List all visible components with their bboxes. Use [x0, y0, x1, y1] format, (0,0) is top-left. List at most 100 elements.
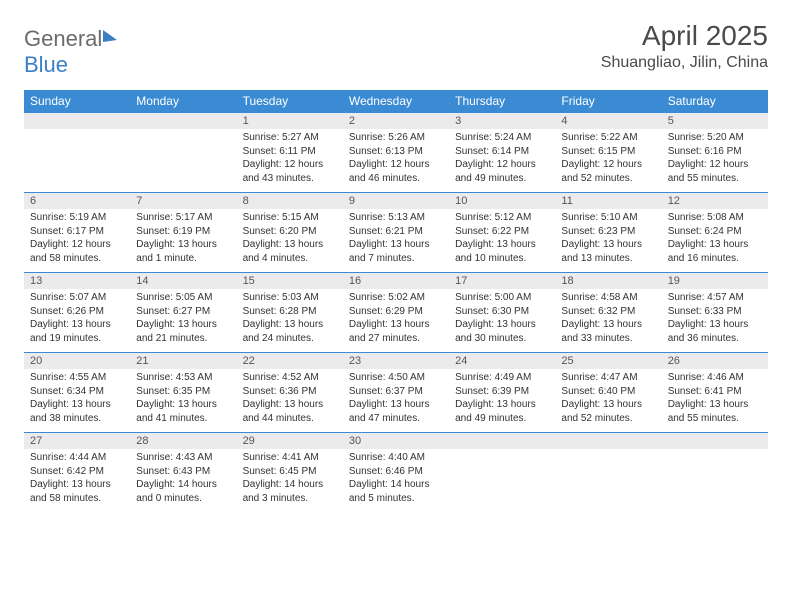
day-details: Sunrise: 5:10 AMSunset: 6:23 PMDaylight:…: [555, 209, 661, 269]
calendar-table: SundayMondayTuesdayWednesdayThursdayFrid…: [24, 90, 768, 512]
daylight-line: Daylight: 12 hours and 52 minutes.: [561, 158, 655, 185]
day-of-week-header: Tuesday: [237, 90, 343, 112]
day-number: 11: [555, 192, 661, 209]
sunrise-line: Sunrise: 4:46 AM: [668, 371, 762, 385]
daylight-line: Daylight: 12 hours and 46 minutes.: [349, 158, 443, 185]
sunrise-line: Sunrise: 5:02 AM: [349, 291, 443, 305]
calendar-cell: 16Sunrise: 5:02 AMSunset: 6:29 PMDayligh…: [343, 272, 449, 352]
calendar-cell: 1Sunrise: 5:27 AMSunset: 6:11 PMDaylight…: [237, 112, 343, 192]
calendar-cell: 3Sunrise: 5:24 AMSunset: 6:14 PMDaylight…: [449, 112, 555, 192]
daylight-line: Daylight: 12 hours and 43 minutes.: [243, 158, 337, 185]
sunrise-line: Sunrise: 5:24 AM: [455, 131, 549, 145]
day-number: 10: [449, 192, 555, 209]
calendar-row: 1Sunrise: 5:27 AMSunset: 6:11 PMDaylight…: [24, 112, 768, 192]
sunrise-line: Sunrise: 4:47 AM: [561, 371, 655, 385]
sunset-line: Sunset: 6:27 PM: [136, 305, 230, 319]
day-of-week-header: Friday: [555, 90, 661, 112]
empty-day-header: [662, 432, 768, 449]
day-details: Sunrise: 4:41 AMSunset: 6:45 PMDaylight:…: [237, 449, 343, 509]
sunset-line: Sunset: 6:34 PM: [30, 385, 124, 399]
sunset-line: Sunset: 6:40 PM: [561, 385, 655, 399]
calendar-cell: 21Sunrise: 4:53 AMSunset: 6:35 PMDayligh…: [130, 352, 236, 432]
daylight-line: Daylight: 13 hours and 52 minutes.: [561, 398, 655, 425]
calendar-cell: 30Sunrise: 4:40 AMSunset: 6:46 PMDayligh…: [343, 432, 449, 512]
sunset-line: Sunset: 6:13 PM: [349, 145, 443, 159]
day-number: 5: [662, 112, 768, 129]
day-of-week-header: Wednesday: [343, 90, 449, 112]
day-details: Sunrise: 4:58 AMSunset: 6:32 PMDaylight:…: [555, 289, 661, 349]
calendar-cell: 28Sunrise: 4:43 AMSunset: 6:43 PMDayligh…: [130, 432, 236, 512]
sunrise-line: Sunrise: 4:57 AM: [668, 291, 762, 305]
calendar-cell: 6Sunrise: 5:19 AMSunset: 6:17 PMDaylight…: [24, 192, 130, 272]
day-number: 28: [130, 432, 236, 449]
sunrise-line: Sunrise: 5:19 AM: [30, 211, 124, 225]
logo-text: General Blue: [24, 26, 117, 78]
calendar-cell: 20Sunrise: 4:55 AMSunset: 6:34 PMDayligh…: [24, 352, 130, 432]
day-details: Sunrise: 4:55 AMSunset: 6:34 PMDaylight:…: [24, 369, 130, 429]
sunrise-line: Sunrise: 5:07 AM: [30, 291, 124, 305]
day-details: Sunrise: 5:07 AMSunset: 6:26 PMDaylight:…: [24, 289, 130, 349]
calendar-cell: 11Sunrise: 5:10 AMSunset: 6:23 PMDayligh…: [555, 192, 661, 272]
day-of-week-header: Saturday: [662, 90, 768, 112]
day-details: Sunrise: 5:05 AMSunset: 6:27 PMDaylight:…: [130, 289, 236, 349]
day-of-week-header: Monday: [130, 90, 236, 112]
day-number: 16: [343, 272, 449, 289]
sunrise-line: Sunrise: 5:08 AM: [668, 211, 762, 225]
day-number: 14: [130, 272, 236, 289]
day-number: 8: [237, 192, 343, 209]
daylight-line: Daylight: 13 hours and 33 minutes.: [561, 318, 655, 345]
calendar-row: 20Sunrise: 4:55 AMSunset: 6:34 PMDayligh…: [24, 352, 768, 432]
daylight-line: Daylight: 12 hours and 58 minutes.: [30, 238, 124, 265]
sunrise-line: Sunrise: 5:26 AM: [349, 131, 443, 145]
daylight-line: Daylight: 13 hours and 44 minutes.: [243, 398, 337, 425]
empty-day-body: [555, 449, 661, 509]
sunset-line: Sunset: 6:33 PM: [668, 305, 762, 319]
sunset-line: Sunset: 6:28 PM: [243, 305, 337, 319]
day-details: Sunrise: 5:22 AMSunset: 6:15 PMDaylight:…: [555, 129, 661, 189]
calendar-body: 1Sunrise: 5:27 AMSunset: 6:11 PMDaylight…: [24, 112, 768, 512]
calendar-cell: [662, 432, 768, 512]
day-details: Sunrise: 4:52 AMSunset: 6:36 PMDaylight:…: [237, 369, 343, 429]
sunset-line: Sunset: 6:14 PM: [455, 145, 549, 159]
daylight-line: Daylight: 13 hours and 16 minutes.: [668, 238, 762, 265]
daylight-line: Daylight: 12 hours and 55 minutes.: [668, 158, 762, 185]
day-number: 9: [343, 192, 449, 209]
sunset-line: Sunset: 6:43 PM: [136, 465, 230, 479]
sunrise-line: Sunrise: 4:41 AM: [243, 451, 337, 465]
sunset-line: Sunset: 6:19 PM: [136, 225, 230, 239]
sunset-line: Sunset: 6:36 PM: [243, 385, 337, 399]
daylight-line: Daylight: 13 hours and 4 minutes.: [243, 238, 337, 265]
day-details: Sunrise: 4:57 AMSunset: 6:33 PMDaylight:…: [662, 289, 768, 349]
daylight-line: Daylight: 13 hours and 41 minutes.: [136, 398, 230, 425]
empty-day-body: [662, 449, 768, 509]
day-number: 25: [555, 352, 661, 369]
daylight-line: Daylight: 13 hours and 7 minutes.: [349, 238, 443, 265]
sunrise-line: Sunrise: 4:58 AM: [561, 291, 655, 305]
daylight-line: Daylight: 13 hours and 1 minute.: [136, 238, 230, 265]
calendar-cell: 4Sunrise: 5:22 AMSunset: 6:15 PMDaylight…: [555, 112, 661, 192]
day-number: 21: [130, 352, 236, 369]
sunset-line: Sunset: 6:32 PM: [561, 305, 655, 319]
day-number: 24: [449, 352, 555, 369]
day-number: 3: [449, 112, 555, 129]
day-number: 13: [24, 272, 130, 289]
calendar-cell: 7Sunrise: 5:17 AMSunset: 6:19 PMDaylight…: [130, 192, 236, 272]
sunset-line: Sunset: 6:24 PM: [668, 225, 762, 239]
sunset-line: Sunset: 6:15 PM: [561, 145, 655, 159]
sunset-line: Sunset: 6:37 PM: [349, 385, 443, 399]
calendar-cell: 8Sunrise: 5:15 AMSunset: 6:20 PMDaylight…: [237, 192, 343, 272]
daylight-line: Daylight: 13 hours and 49 minutes.: [455, 398, 549, 425]
calendar-cell: [555, 432, 661, 512]
calendar-cell: 5Sunrise: 5:20 AMSunset: 6:16 PMDaylight…: [662, 112, 768, 192]
calendar-row: 13Sunrise: 5:07 AMSunset: 6:26 PMDayligh…: [24, 272, 768, 352]
calendar-cell: 13Sunrise: 5:07 AMSunset: 6:26 PMDayligh…: [24, 272, 130, 352]
calendar-row: 27Sunrise: 4:44 AMSunset: 6:42 PMDayligh…: [24, 432, 768, 512]
calendar-cell: 19Sunrise: 4:57 AMSunset: 6:33 PMDayligh…: [662, 272, 768, 352]
day-number: 4: [555, 112, 661, 129]
sunrise-line: Sunrise: 5:12 AM: [455, 211, 549, 225]
daylight-line: Daylight: 13 hours and 30 minutes.: [455, 318, 549, 345]
day-details: Sunrise: 5:19 AMSunset: 6:17 PMDaylight:…: [24, 209, 130, 269]
sunrise-line: Sunrise: 4:53 AM: [136, 371, 230, 385]
calendar-cell: [449, 432, 555, 512]
calendar-cell: 22Sunrise: 4:52 AMSunset: 6:36 PMDayligh…: [237, 352, 343, 432]
